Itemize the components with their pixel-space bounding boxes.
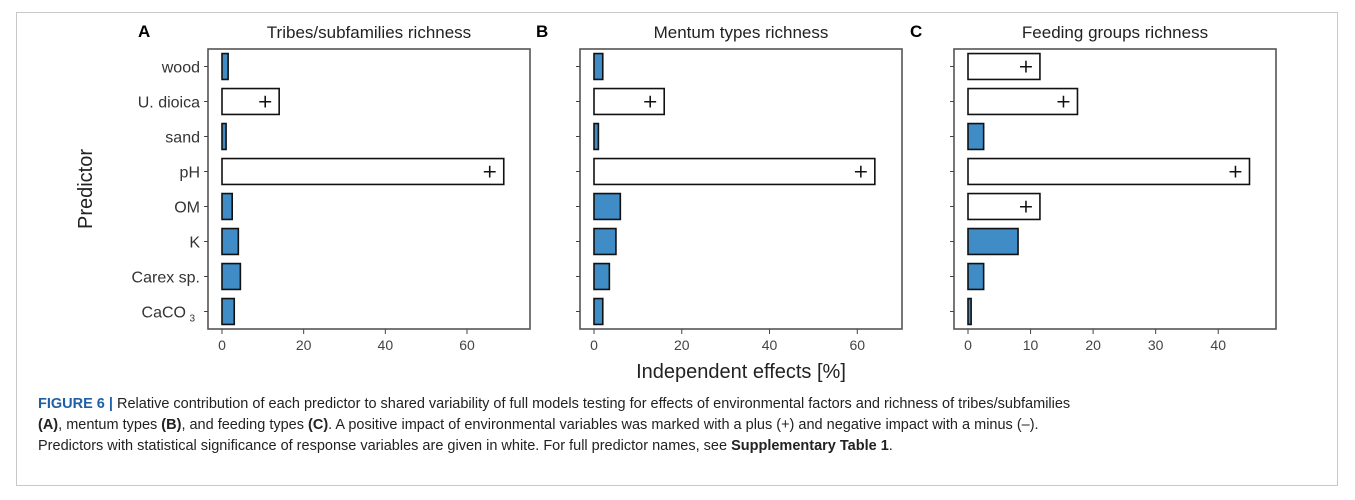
x-tick-label: 10	[1023, 337, 1039, 353]
panel-title-a: Tribes/subfamilies richness	[267, 23, 471, 42]
panel-border-a	[207, 48, 531, 330]
x-tick-label: 60	[459, 337, 475, 353]
panel-letter-c: C	[910, 22, 922, 41]
x-tick-label: 20	[1085, 337, 1101, 353]
y-tick-label: CaCO	[142, 305, 186, 322]
y-axis-label: Predictor	[75, 149, 97, 229]
y-tick-label: sand	[165, 130, 200, 147]
bar-a-u-dioica	[221, 87, 280, 116]
bar-b-wood	[593, 52, 604, 81]
y-tick-label: Carex sp.	[132, 270, 200, 287]
y-tick-label-subscript: 3	[189, 314, 195, 325]
bar-c-caco3	[967, 297, 972, 326]
bar-a-k	[221, 227, 240, 256]
caption-mid-b: , and feeding types	[181, 417, 309, 433]
x-axis-label: Independent effects [%]	[636, 361, 846, 383]
bar-b-caco3	[593, 297, 604, 326]
x-tick-label: 30	[1148, 337, 1164, 353]
panel-title-c: Feeding groups richness	[1022, 23, 1208, 42]
caption-ref-a: (A)	[38, 417, 59, 433]
bar-a-wood	[221, 52, 229, 81]
caption-end: .	[888, 438, 893, 454]
bar-b-sand	[593, 122, 600, 151]
bar-c-k	[967, 227, 1019, 256]
panel-letter-a: A	[138, 22, 150, 41]
y-tick-label: wood	[161, 60, 200, 77]
panel-title-b: Mentum types richness	[654, 23, 829, 42]
bar-a-sand	[221, 122, 227, 151]
bar-b-k	[593, 227, 617, 256]
plus-mark: +	[1018, 56, 1034, 78]
panel-letter-b: B	[536, 22, 548, 41]
figure-chart: Predictor A Tribes/subfamilies richness woo…	[75, 22, 1277, 383]
bar-c-om	[967, 192, 1041, 221]
figure-label: FIGURE 6 |	[38, 396, 113, 412]
caption-mid-a: , mentum types	[58, 417, 162, 433]
bar-c-ph	[967, 157, 1251, 186]
x-tick-label: 20	[674, 337, 690, 353]
x-tick-label: 0	[964, 337, 972, 353]
bar-c-u-dioica	[967, 87, 1079, 116]
x-tick-label: 40	[762, 337, 778, 353]
caption-supp-ref: Supplementary Table 1	[731, 438, 889, 454]
plus-mark: +	[482, 161, 498, 183]
bar-b-ph	[593, 157, 876, 186]
bar-a-om	[221, 192, 234, 221]
figure-caption: FIGURE 6 | Relative contribution of each…	[38, 394, 1328, 457]
bar-c-sand	[967, 122, 985, 151]
panel-border-c	[953, 48, 1277, 330]
y-tick-label: pH	[180, 165, 200, 182]
caption-line2: . A positive impact of environmental var…	[328, 417, 1039, 433]
plus-mark: +	[642, 91, 658, 113]
bar-c-wood	[967, 52, 1041, 81]
bar-a-caco3	[221, 297, 236, 326]
bar-a-ph	[221, 157, 505, 186]
plus-mark: +	[257, 91, 273, 113]
plus-mark: +	[1228, 161, 1244, 183]
plus-mark: +	[1018, 196, 1034, 218]
x-tick-label: 60	[849, 337, 865, 353]
caption-ref-c: (C)	[308, 417, 329, 433]
caption-line3: Predictors with statistical significance…	[38, 438, 732, 454]
plus-mark: +	[853, 161, 869, 183]
y-tick-label: K	[189, 235, 200, 252]
bar-b-carex-sp-	[593, 262, 611, 291]
panel-border-b	[579, 48, 903, 330]
x-tick-label: 40	[378, 337, 394, 353]
caption-line1: Relative contribution of each predictor …	[112, 396, 1071, 412]
x-tick-label: 20	[296, 337, 312, 353]
caption-ref-b: (B)	[161, 417, 182, 433]
plus-mark: +	[1056, 91, 1072, 113]
x-tick-label: 40	[1210, 337, 1226, 353]
x-tick-label: 0	[218, 337, 226, 353]
bar-b-om	[593, 192, 622, 221]
y-tick-label: OM	[174, 200, 200, 217]
bar-a-carex-sp-	[221, 262, 242, 291]
y-tick-label: U. dioica	[138, 95, 200, 112]
bar-c-carex-sp-	[967, 262, 985, 291]
x-tick-label: 0	[590, 337, 598, 353]
bar-b-u-dioica	[593, 87, 666, 116]
